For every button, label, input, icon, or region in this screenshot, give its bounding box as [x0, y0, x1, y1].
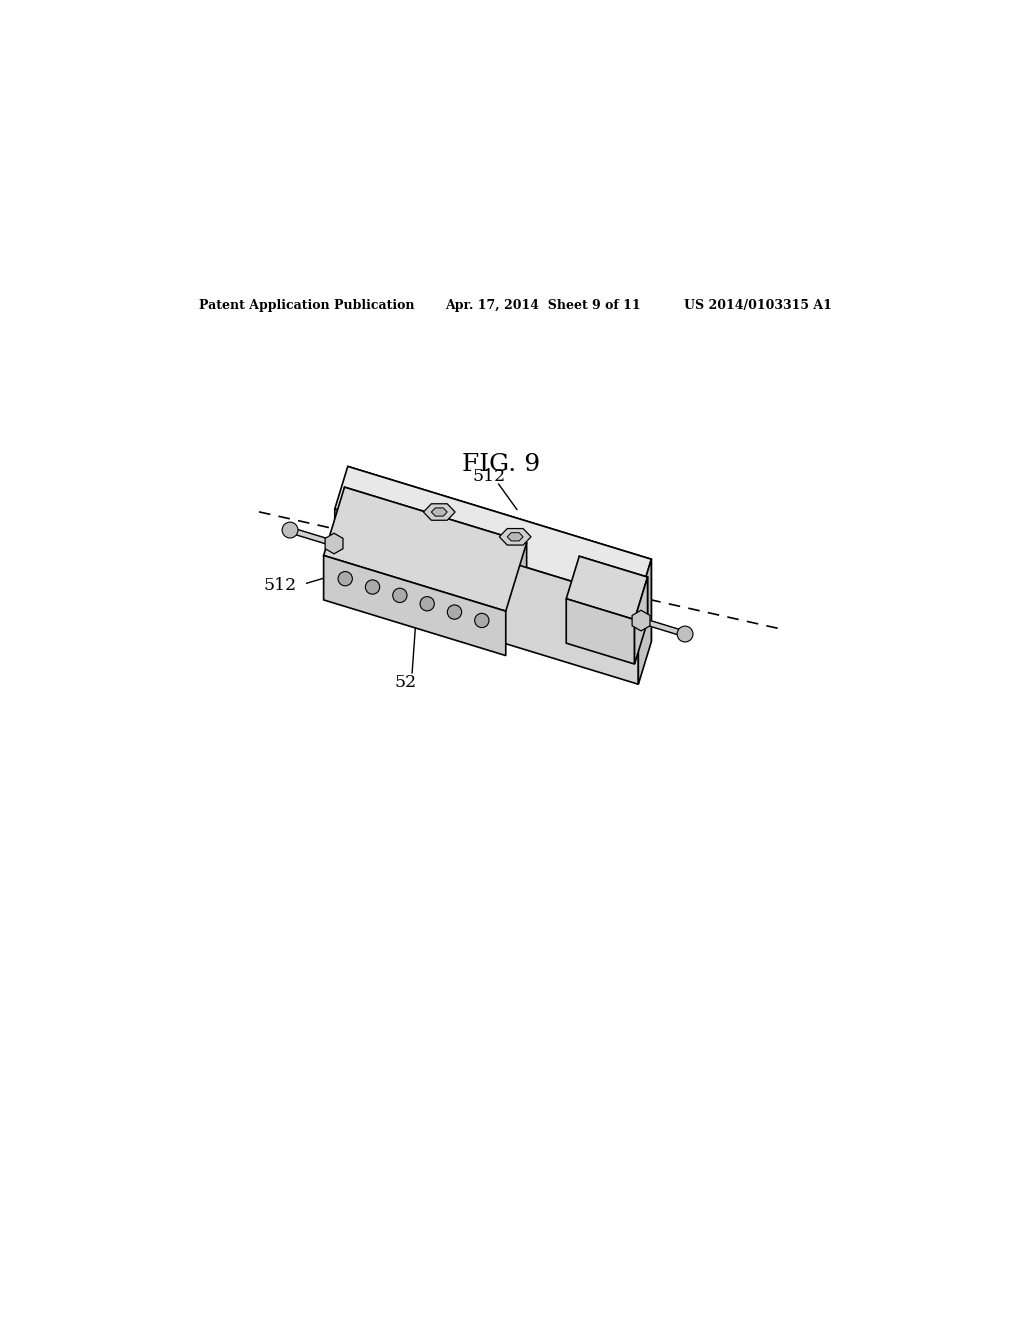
Circle shape [447, 605, 462, 619]
Polygon shape [566, 556, 647, 619]
Polygon shape [326, 533, 343, 554]
Text: 511: 511 [349, 510, 383, 525]
Polygon shape [500, 528, 531, 545]
Circle shape [475, 614, 489, 627]
Circle shape [420, 597, 434, 611]
Polygon shape [423, 504, 455, 520]
Polygon shape [580, 556, 647, 622]
Polygon shape [348, 466, 651, 642]
Polygon shape [507, 533, 523, 541]
Polygon shape [566, 599, 635, 664]
Circle shape [282, 523, 298, 539]
Polygon shape [431, 508, 447, 516]
Polygon shape [335, 510, 638, 684]
Text: 51: 51 [604, 605, 627, 622]
Text: Apr. 17, 2014  Sheet 9 of 11: Apr. 17, 2014 Sheet 9 of 11 [445, 300, 641, 312]
Text: 512: 512 [264, 577, 297, 594]
Polygon shape [324, 487, 526, 611]
Text: FIG. 9: FIG. 9 [462, 453, 540, 475]
Polygon shape [638, 560, 651, 684]
Polygon shape [335, 466, 651, 602]
Text: US 2014/0103315 A1: US 2014/0103315 A1 [684, 300, 831, 312]
Text: 512: 512 [472, 467, 506, 484]
Text: Patent Application Publication: Patent Application Publication [200, 300, 415, 312]
Circle shape [393, 589, 407, 602]
Circle shape [677, 626, 693, 642]
Polygon shape [324, 556, 506, 656]
Circle shape [366, 579, 380, 594]
Polygon shape [635, 577, 647, 664]
Polygon shape [344, 487, 526, 587]
Circle shape [338, 572, 352, 586]
Polygon shape [632, 610, 650, 631]
Text: 52: 52 [394, 675, 417, 690]
